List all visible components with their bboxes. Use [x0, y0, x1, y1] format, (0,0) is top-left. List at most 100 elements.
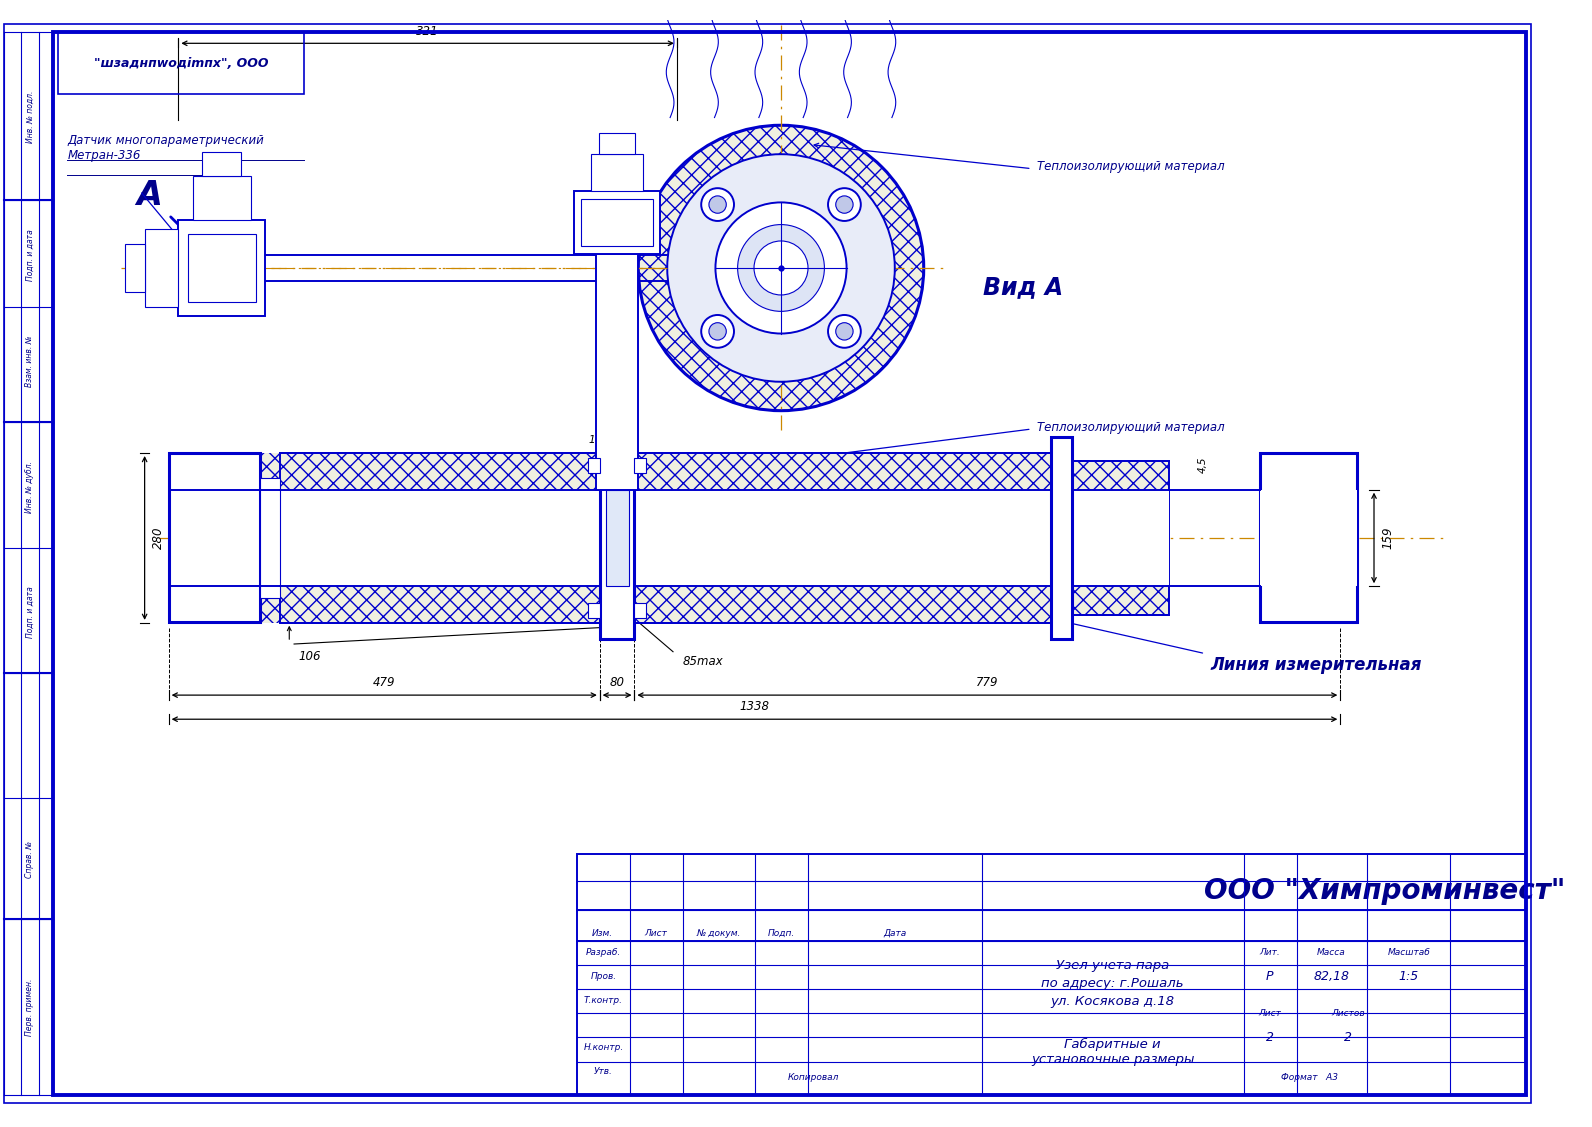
Bar — [1051, 436, 1071, 639]
Text: Справ. №: Справ. № — [25, 841, 35, 878]
Bar — [600, 436, 635, 639]
Bar — [587, 458, 600, 473]
Circle shape — [836, 322, 853, 340]
Bar — [193, 176, 250, 220]
Text: Перв. примен.: Перв. примен. — [25, 979, 35, 1036]
Text: 110: 110 — [607, 391, 629, 403]
Text: 2: 2 — [1266, 1031, 1274, 1044]
Bar — [261, 480, 280, 596]
Text: Листов: Листов — [1331, 1009, 1364, 1018]
Text: 159: 159 — [1382, 526, 1395, 549]
Text: Изм.: Изм. — [592, 929, 613, 938]
Bar — [599, 133, 635, 154]
Bar — [178, 220, 266, 317]
Bar — [591, 154, 643, 190]
Text: Формат   А3: Формат А3 — [1282, 1073, 1337, 1082]
Text: Лист: Лист — [1258, 1009, 1282, 1018]
Text: 85max: 85max — [683, 655, 723, 668]
Text: Масштаб: Масштаб — [1387, 948, 1430, 957]
Bar — [188, 234, 256, 302]
Text: Дата: Дата — [884, 929, 906, 938]
Text: Вид А: Вид А — [984, 275, 1063, 300]
Text: 4,5: 4,5 — [1197, 456, 1208, 473]
Bar — [202, 152, 240, 176]
Text: Н.контр.: Н.контр. — [584, 1042, 624, 1051]
Text: 106: 106 — [299, 650, 322, 663]
Bar — [576, 854, 1527, 1095]
Bar — [587, 603, 600, 618]
Bar — [635, 603, 646, 618]
Circle shape — [755, 241, 809, 295]
Text: 1:5: 1:5 — [1399, 970, 1418, 983]
Text: Подп. и дата: Подп. и дата — [25, 230, 35, 282]
Text: Узел учета пара
по адресу: г.Рошаль
ул. Косякова д.18: Узел учета пара по адресу: г.Рошаль ул. … — [1041, 959, 1184, 1008]
Bar — [1261, 480, 1356, 596]
Bar — [595, 254, 638, 490]
Bar — [635, 490, 1051, 586]
Bar — [169, 453, 261, 622]
Bar — [573, 190, 661, 254]
Text: Теплоизолирующий материал: Теплоизолирующий материал — [1036, 160, 1224, 174]
Text: 321: 321 — [417, 25, 439, 37]
Text: Копировал: Копировал — [788, 1073, 839, 1082]
Text: Инв. № подл.: Инв. № подл. — [25, 90, 35, 143]
Text: 779: 779 — [976, 676, 998, 690]
Circle shape — [700, 314, 734, 348]
Text: 82,18: 82,18 — [1313, 970, 1350, 983]
Text: Лит.: Лит. — [1259, 948, 1280, 957]
Circle shape — [708, 322, 726, 340]
Bar — [169, 453, 280, 480]
Text: 160: 160 — [622, 529, 632, 548]
Bar — [1071, 490, 1169, 586]
Text: Взам. инв. №: Взам. инв. № — [25, 336, 35, 388]
Circle shape — [667, 154, 895, 382]
Circle shape — [836, 196, 853, 213]
Text: Теплоизолирующий материал: Теплоизолирующий материал — [1036, 420, 1224, 434]
Text: 479: 479 — [373, 676, 395, 690]
Bar — [1261, 453, 1356, 622]
Bar — [635, 453, 1051, 623]
Bar — [261, 478, 280, 597]
Text: 2: 2 — [1344, 1031, 1352, 1044]
Bar — [605, 490, 629, 586]
Text: Пров.: Пров. — [591, 973, 616, 982]
Text: Линия измерительная: Линия измерительная — [1210, 656, 1422, 674]
Circle shape — [708, 196, 726, 213]
Circle shape — [638, 125, 923, 410]
Text: Т.контр.: Т.контр. — [584, 996, 622, 1005]
Text: Разраб.: Разраб. — [586, 948, 621, 957]
Circle shape — [700, 188, 734, 221]
Bar — [126, 243, 145, 292]
Bar — [145, 230, 178, 307]
Text: 1338: 1338 — [740, 701, 769, 713]
Text: № докум.: № докум. — [696, 929, 740, 938]
Text: Подп.: Подп. — [767, 929, 794, 938]
Text: Масса: Масса — [1317, 948, 1345, 957]
Circle shape — [737, 224, 825, 311]
Text: Лист: Лист — [645, 929, 667, 938]
Text: "шзаднпwодimпx", ООО: "шзаднпwодimпx", ООО — [94, 56, 267, 70]
Text: Направление потока: Направление потока — [737, 533, 852, 543]
Text: Инв. № дубл.: Инв. № дубл. — [25, 461, 35, 513]
Text: Габаритные и
установочные размеры: Габаритные и установочные размеры — [1032, 1038, 1194, 1066]
Text: ООО "Химпроминвест": ООО "Химпроминвест" — [1205, 877, 1567, 905]
Bar — [581, 198, 653, 246]
Text: 80: 80 — [610, 676, 624, 690]
Text: Утв.: Утв. — [594, 1066, 613, 1075]
Bar — [1261, 490, 1356, 586]
Bar — [280, 453, 608, 623]
Bar — [280, 490, 608, 586]
Bar — [169, 596, 280, 623]
Circle shape — [715, 203, 847, 334]
Bar — [57, 32, 304, 95]
Bar — [1071, 461, 1169, 615]
Bar — [635, 458, 646, 473]
Text: Подп. и дата: Подп. и дата — [25, 586, 35, 638]
Text: Р: Р — [1266, 970, 1274, 983]
Circle shape — [828, 314, 861, 348]
Circle shape — [828, 188, 861, 221]
Text: 16min: 16min — [587, 435, 621, 444]
Text: Датчик многопараметрический
Метран-336: Датчик многопараметрический Метран-336 — [67, 134, 264, 162]
Text: А: А — [137, 179, 162, 212]
Text: 280: 280 — [153, 526, 166, 549]
